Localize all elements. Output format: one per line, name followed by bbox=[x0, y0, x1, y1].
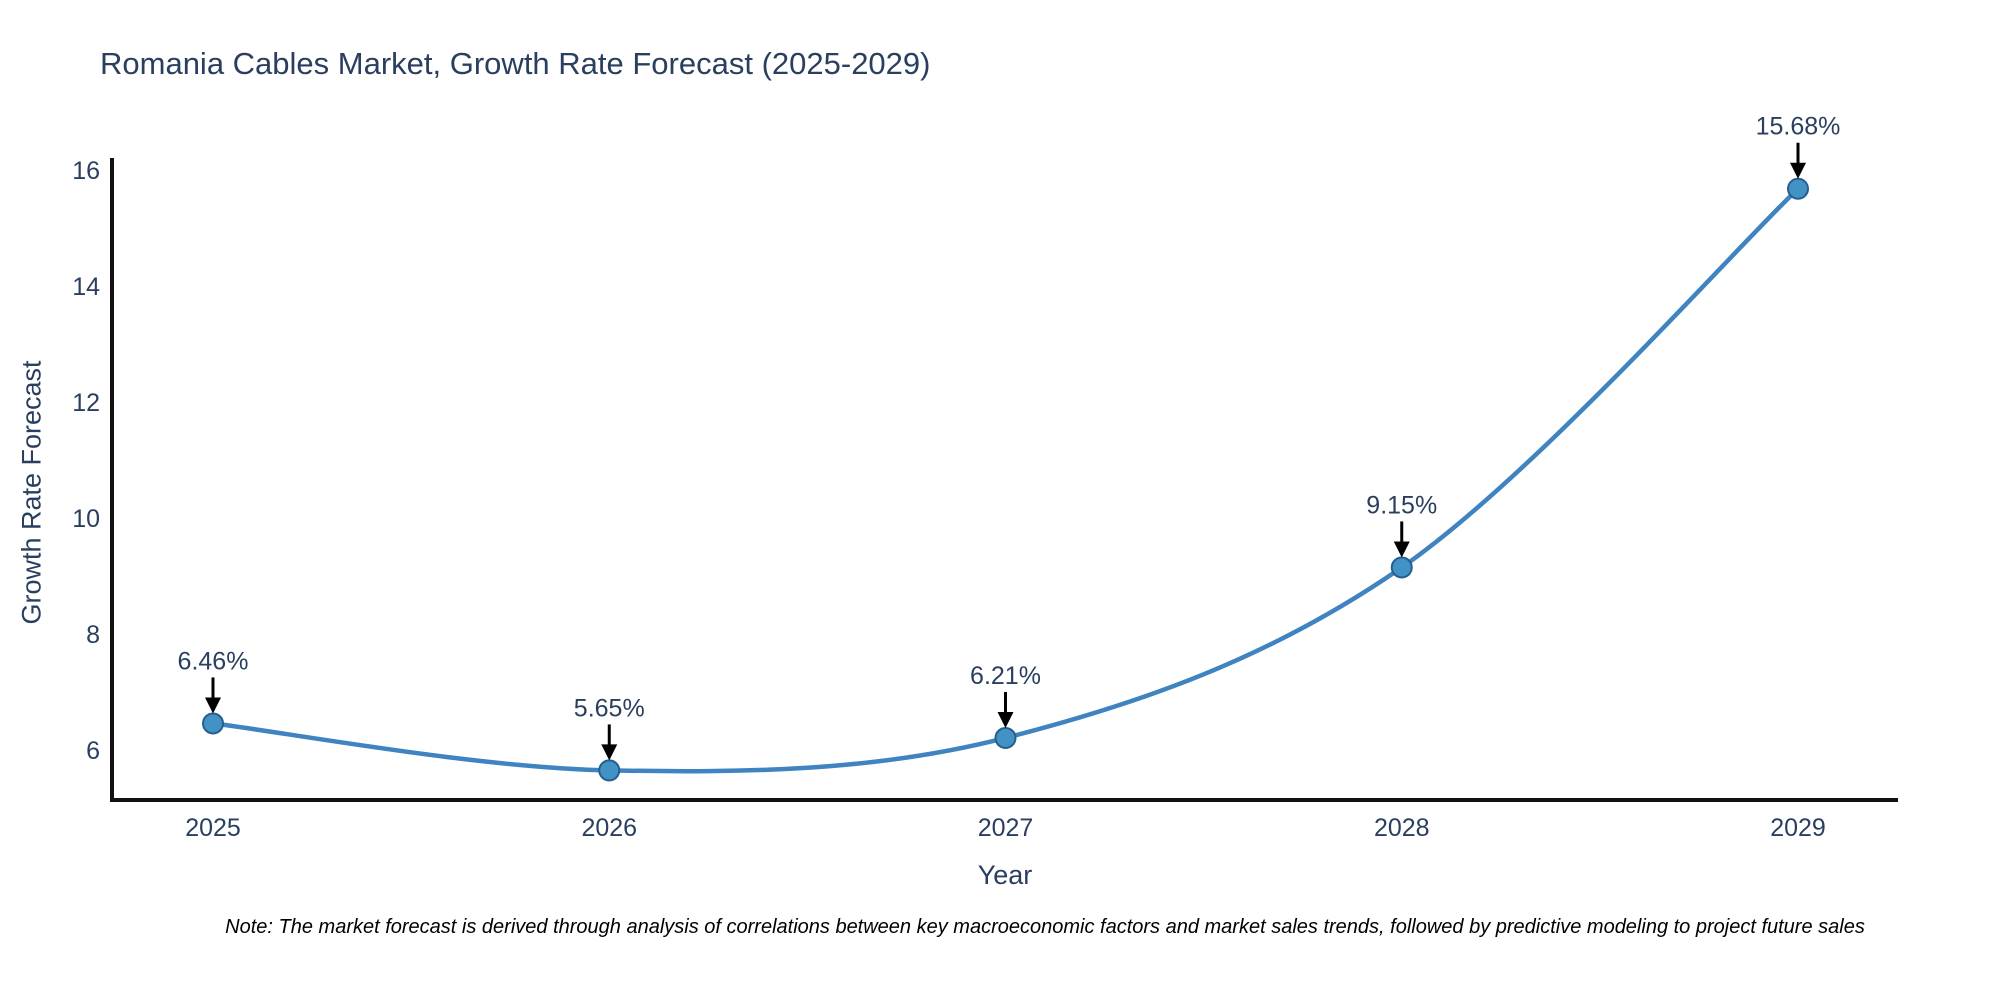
data-point-label: 5.65% bbox=[574, 694, 645, 722]
data-point-label: 9.15% bbox=[1366, 491, 1437, 519]
y-tick-label: 6 bbox=[86, 737, 100, 765]
x-tick-label: 2027 bbox=[978, 814, 1034, 842]
y-tick-label: 8 bbox=[86, 621, 100, 649]
data-point-label: 6.21% bbox=[970, 662, 1041, 690]
y-tick-label: 16 bbox=[72, 157, 100, 185]
x-tick-label: 2026 bbox=[581, 814, 637, 842]
x-tick-label: 2029 bbox=[1770, 814, 1826, 842]
chart-note: Note: The market forecast is derived thr… bbox=[225, 916, 1865, 938]
data-point-2026[interactable] bbox=[598, 759, 621, 782]
data-point-2027[interactable] bbox=[994, 726, 1017, 749]
data-point-2028[interactable] bbox=[1390, 556, 1413, 579]
data-point-2025[interactable] bbox=[202, 712, 224, 735]
annotation-arrow-head-icon bbox=[997, 711, 1014, 728]
y-tick-label: 14 bbox=[72, 273, 100, 301]
annotation-arrow-head-icon bbox=[1393, 541, 1410, 558]
y-tick-label: 12 bbox=[72, 389, 100, 417]
data-point-label: 6.46% bbox=[178, 647, 249, 675]
chart-title: Romania Cables Market, Growth Rate Forec… bbox=[100, 46, 931, 81]
annotation-arrow-head-icon bbox=[601, 744, 618, 761]
data-point-2029[interactable] bbox=[1787, 177, 1809, 200]
x-axis-title: Year bbox=[977, 860, 1033, 890]
y-tick-label: 10 bbox=[72, 505, 100, 533]
annotation-arrow-head-icon bbox=[1790, 162, 1806, 179]
x-tick-label: 2025 bbox=[185, 814, 241, 842]
data-point-label: 15.68% bbox=[1756, 113, 1841, 141]
x-tick-label: 2028 bbox=[1374, 814, 1430, 842]
annotation-arrow-head-icon bbox=[205, 697, 221, 714]
